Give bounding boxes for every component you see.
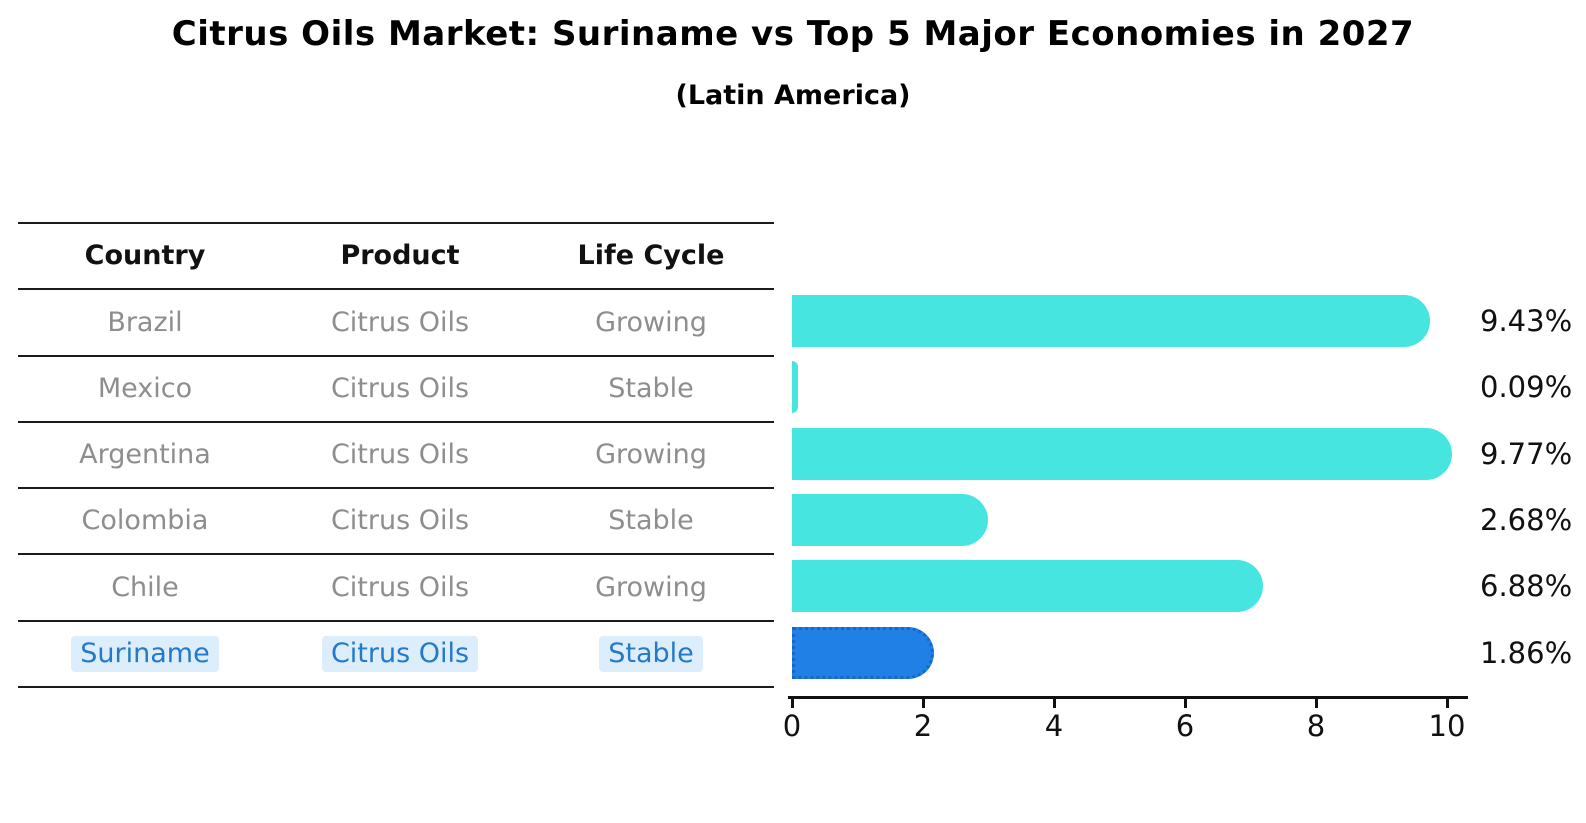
product-cell: Citrus Oils [330,571,470,603]
table-row: Argentina Citrus Oils Growing [18,423,774,490]
lifecycle-cell: Stable [528,636,774,672]
table-row: Mexico Citrus Oils Stable [18,357,774,423]
bar-suriname [792,626,934,679]
bar-value-label: 2.68% [1480,503,1573,538]
country-cell: Chile [111,571,179,603]
x-tick-label: 0 [782,709,802,743]
x-tick-label: 10 [1428,709,1466,743]
product-cell: Citrus Oils [330,439,470,471]
bar-chile [792,560,1263,613]
chart-subtitle: (Latin America) [675,80,911,111]
country-cell: Mexico [97,372,193,404]
country-table: Country Product Life Cycle Brazil Citrus … [18,222,774,689]
bar-brazil [792,295,1430,348]
product-cell: Citrus Oils [330,306,470,338]
bar-value-label: 1.86% [1480,635,1573,670]
x-tick-mark [1314,699,1318,708]
lifecycle-cell: Stable [608,505,694,537]
lifecycle-cell: Growing [595,439,707,471]
x-tick-label: 2 [913,709,933,743]
x-tick-mark [1183,699,1187,708]
x-tick-mark [921,699,925,708]
table-rows: Brazil Citrus Oils Growing Mexico Citrus Oil… [18,290,774,689]
column-header-product: Product [340,240,460,272]
bar-value-label: 9.77% [1480,436,1573,471]
x-tick-mark [790,699,794,708]
bar-row [792,487,1492,553]
country-cell: Argentina [79,439,211,471]
table-row: Suriname Citrus Oils Stable [18,622,774,689]
country-cell: Brazil [107,306,183,338]
lifecycle-cell: Growing [595,571,707,603]
bar-row [792,288,1492,354]
x-tick-label: 6 [1175,709,1195,743]
product-cell: Citrus Oils [330,372,470,404]
x-tick-mark [1052,699,1056,708]
table-row: Colombia Citrus Oils Stable [18,489,774,556]
country-cell: Suriname [18,636,272,672]
bars-area [792,288,1492,686]
bar-row [792,619,1492,685]
chart-title: Citrus Oils Market: Suriname vs Top 5 Ma… [171,14,1415,54]
country-cell: Colombia [81,505,209,537]
lifecycle-cell: Growing [595,306,707,338]
bar-row [792,354,1492,420]
product-cell: Citrus Oils [330,505,470,537]
table-row: Brazil Citrus Oils Growing [18,290,774,357]
column-header-country: Country [84,240,206,272]
x-tick-mark [1445,699,1449,708]
bar-value-label: 9.43% [1480,304,1573,339]
bar-row [792,421,1492,487]
table-header-row: Country Product Life Cycle [18,224,774,291]
bar-value-labels: 9.43% 0.09% 9.77% 2.68% 6.88% 1.86% [1480,288,1586,686]
bar-colombia [792,494,988,547]
bar-value-label: 6.88% [1480,569,1573,604]
column-header-lifecycle: Life Cycle [577,240,725,272]
x-tick-label: 8 [1306,709,1326,743]
bar-value-label: 0.09% [1480,370,1573,405]
table-row: Chile Citrus Oils Growing [18,555,774,622]
x-axis-spine [788,696,1468,699]
x-tick-label: 4 [1044,709,1064,743]
lifecycle-cell: Stable [608,372,694,404]
bar-argentina [792,427,1452,480]
bar-row [792,553,1492,619]
product-cell: Citrus Oils [272,636,528,672]
bar-mexico [792,361,798,414]
